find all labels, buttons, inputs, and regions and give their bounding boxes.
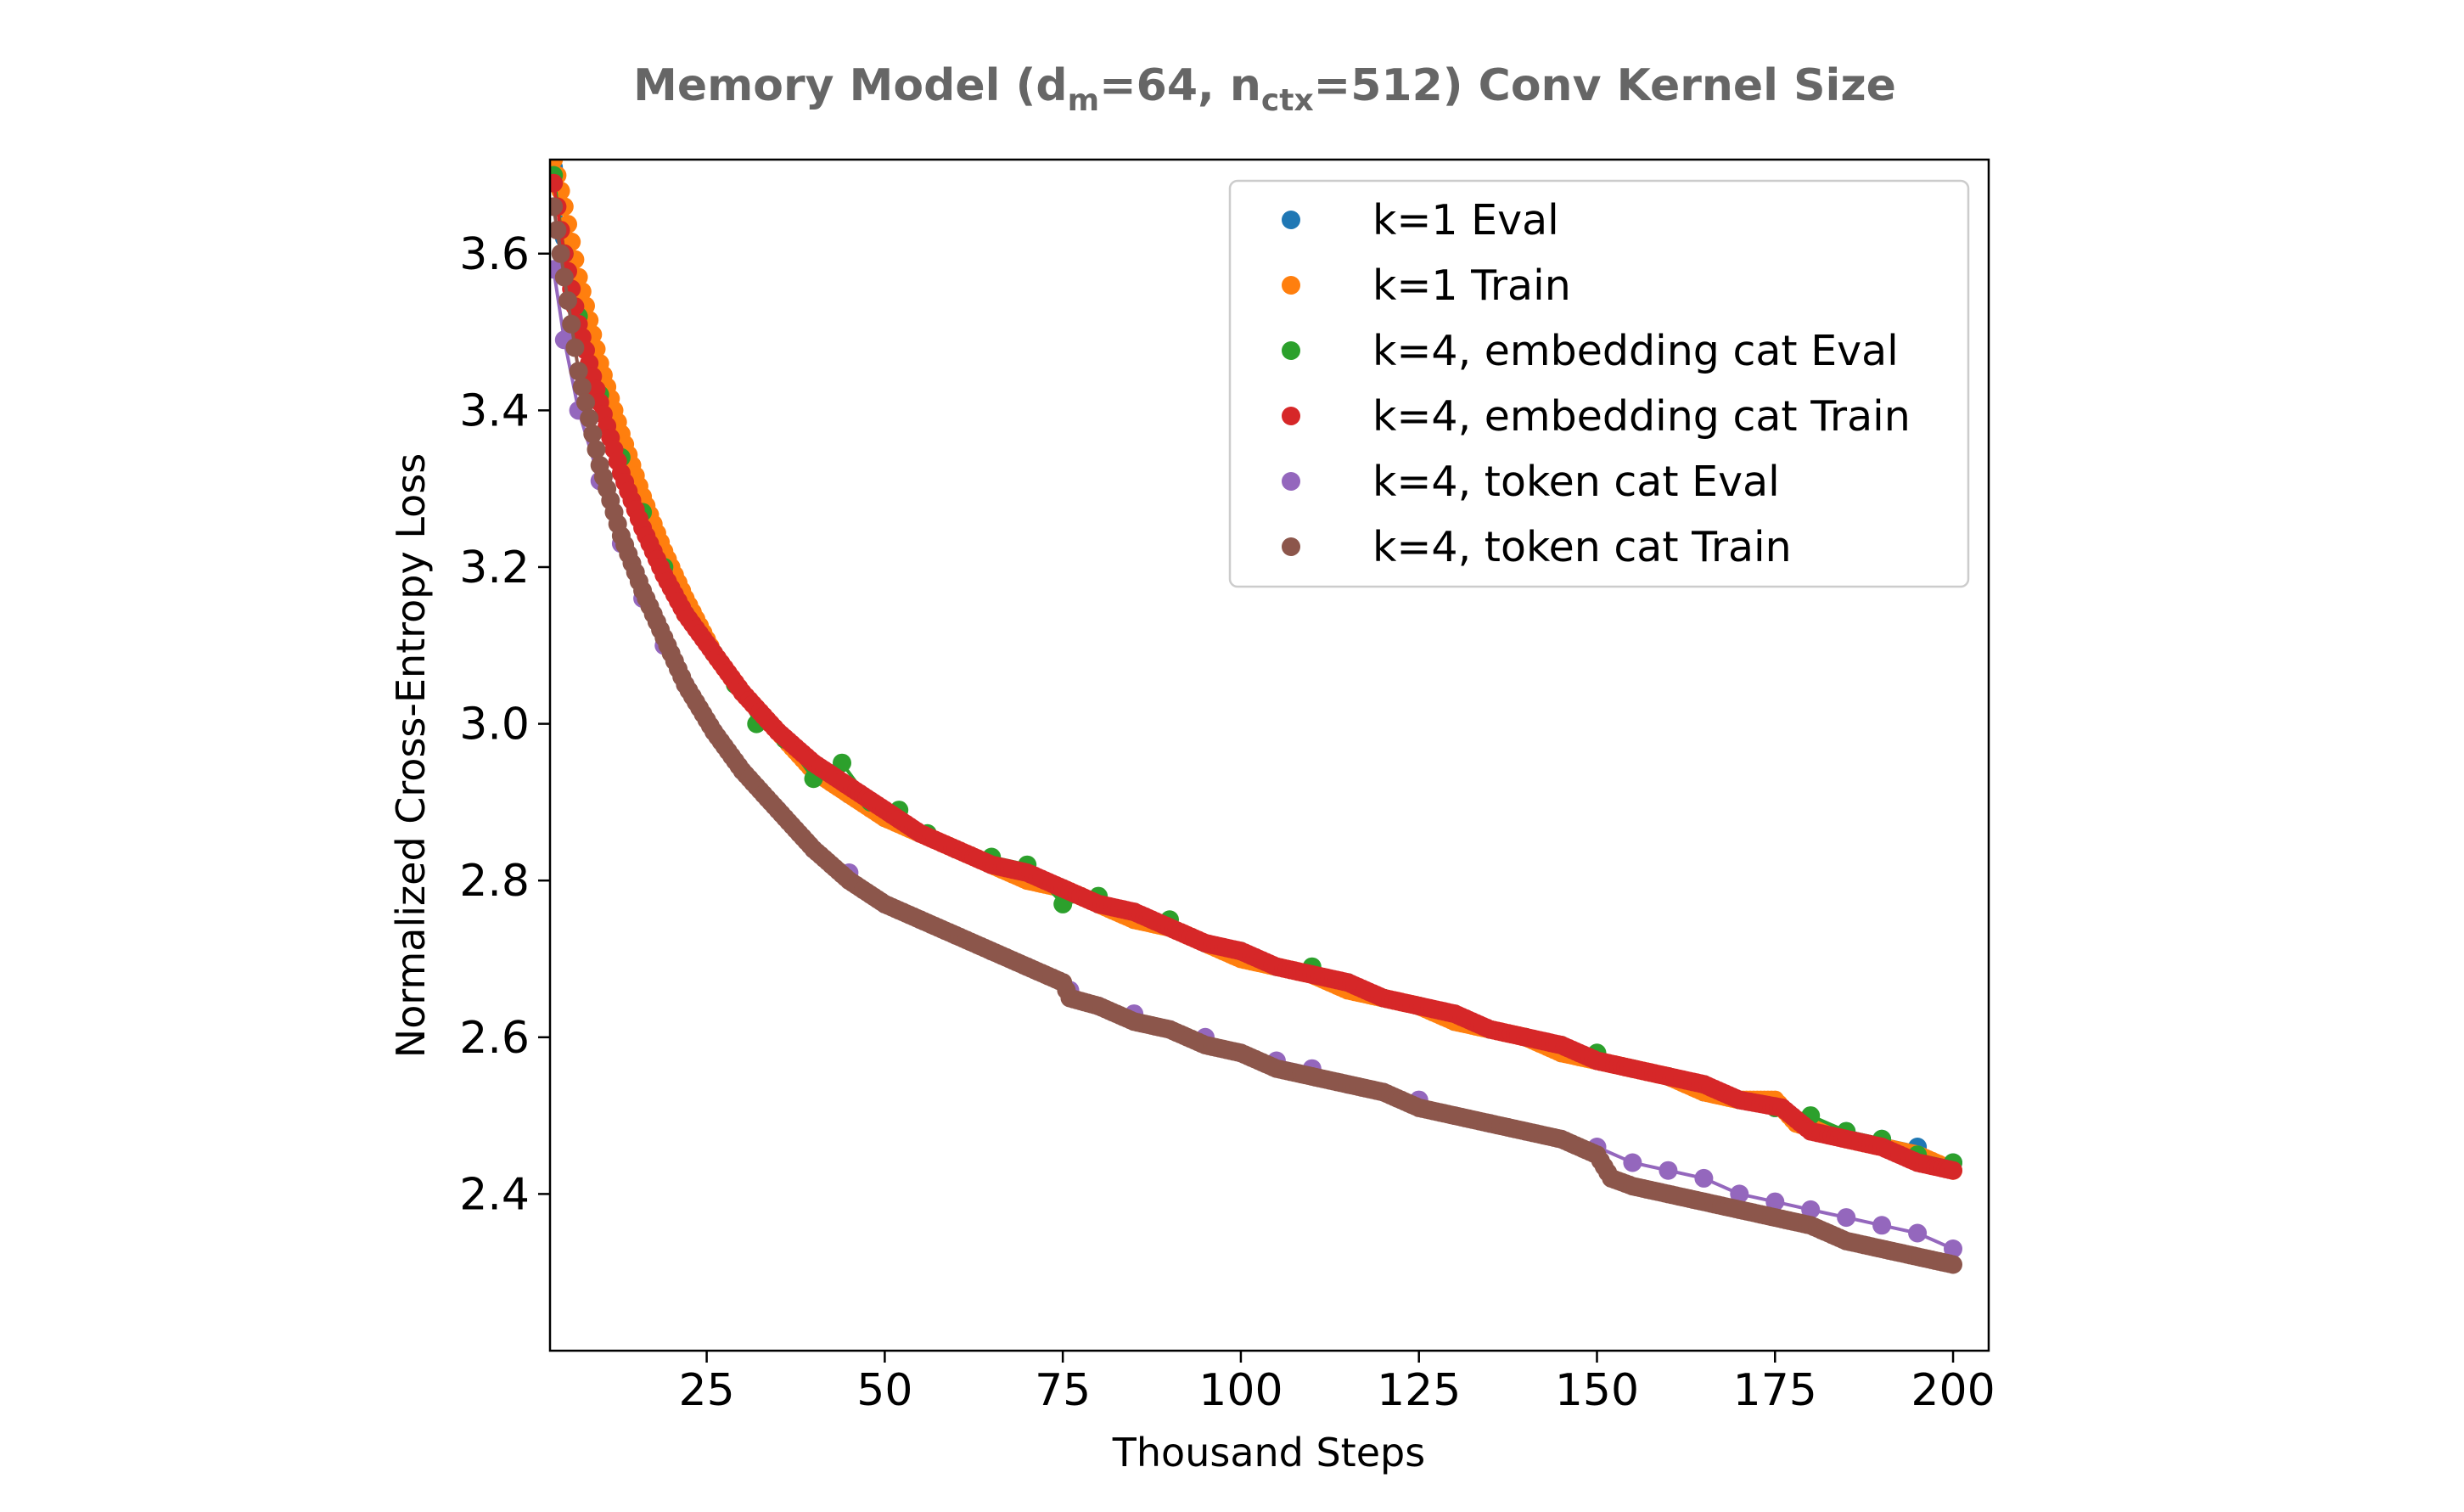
y-tick-label: 3.4 <box>459 385 530 436</box>
legend-label: k=4, token cat Eval <box>1372 458 1780 506</box>
y-tick-label: 3.6 <box>459 229 530 280</box>
y-tick-label: 2.4 <box>459 1169 530 1220</box>
legend-label: k=4, embedding cat Eval <box>1372 327 1899 375</box>
x-tick-label: 25 <box>679 1365 735 1416</box>
data-point <box>1872 1216 1892 1235</box>
data-point <box>1659 1161 1678 1180</box>
series-3 <box>550 173 1962 1180</box>
data-point <box>1944 1161 1962 1180</box>
y-tick-label: 3.2 <box>459 542 530 593</box>
legend-marker <box>1282 276 1300 295</box>
plot-frame <box>548 158 1990 1352</box>
data-point <box>550 173 564 193</box>
data-point <box>580 408 599 428</box>
data-point <box>1730 1184 1749 1204</box>
data-point <box>569 362 588 381</box>
data-point <box>1908 1223 1928 1243</box>
legend: k=1 Eval k=1 Train k=4, embedding cat Eval… <box>1228 179 1970 588</box>
x-tick-label: 75 <box>1035 1365 1091 1416</box>
legend-marker <box>1282 341 1300 360</box>
data-point <box>550 221 567 240</box>
x-tick-label: 125 <box>1377 1365 1461 1416</box>
legend-marker <box>1282 407 1300 425</box>
data-point <box>1837 1208 1856 1228</box>
y-tick-label: 2.6 <box>459 1013 530 1064</box>
y-tick-label: 2.8 <box>459 856 530 907</box>
chart-title: Memory Model (dm=64, nctx=512) Conv Kern… <box>633 60 1896 118</box>
data-point <box>1694 1168 1714 1188</box>
data-point <box>1944 1239 1962 1258</box>
data-point <box>550 197 564 216</box>
y-axis-label: Normalized Cross-Entropy Loss <box>388 453 434 1058</box>
x-axis: 25 50 75 100 125 150 175 200 <box>679 1351 1995 1416</box>
x-tick-label: 100 <box>1198 1365 1283 1416</box>
data-point <box>1765 1192 1785 1211</box>
legend-label: k=4, embedding cat Train <box>1372 392 1911 441</box>
data-point <box>587 440 606 459</box>
legend-label: k=1 Train <box>1372 261 1571 310</box>
data-point <box>1944 1255 1962 1274</box>
legend-marker <box>1282 537 1300 556</box>
y-axis: 2.4 2.6 2.8 3.0 3.2 3.4 3.6 <box>459 229 550 1220</box>
series-5 <box>550 197 1962 1274</box>
data-point <box>576 393 595 413</box>
data-point <box>558 291 577 311</box>
data-point <box>572 377 592 396</box>
data-point <box>551 244 570 263</box>
x-tick-label: 50 <box>856 1365 912 1416</box>
series-layer <box>550 160 1962 1274</box>
x-tick-label: 200 <box>1911 1365 1995 1416</box>
legend-box <box>1228 179 1970 588</box>
legend-label: k=4, token cat Train <box>1372 523 1792 571</box>
data-point <box>1801 1200 1821 1219</box>
legend-label: k=1 Eval <box>1372 196 1559 245</box>
x-axis-label: Thousand Steps <box>1112 1430 1425 1475</box>
data-point <box>562 314 581 334</box>
x-tick-label: 175 <box>1733 1365 1817 1416</box>
y-tick-label: 3.0 <box>459 700 530 750</box>
data-point <box>583 424 603 444</box>
data-point <box>554 267 574 287</box>
data-point <box>565 338 585 357</box>
legend-marker <box>1282 472 1300 491</box>
legend-marker <box>1282 211 1300 229</box>
x-tick-label: 150 <box>1555 1365 1639 1416</box>
data-point <box>1623 1153 1642 1172</box>
